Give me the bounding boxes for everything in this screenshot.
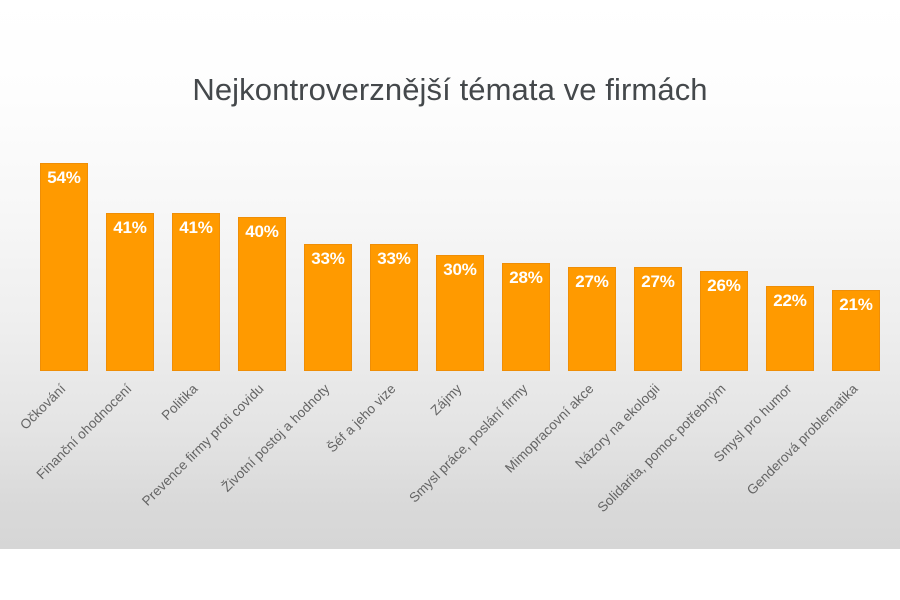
x-axis-label: Zájmy <box>427 381 465 418</box>
bar-slot: 28% <box>502 140 550 371</box>
bar-slot: 26% <box>700 140 748 371</box>
bar-value-label: 30% <box>443 260 477 279</box>
bar-slot: 54% <box>40 140 88 371</box>
bar[interactable]: 33% <box>304 244 352 371</box>
bar[interactable]: 21% <box>832 290 880 371</box>
x-axis-label: Smysl práce, poslání firmy <box>406 381 531 506</box>
x-axis-label: Životní postoj a hodnoty <box>218 381 333 495</box>
bar-value-label: 21% <box>839 295 873 314</box>
plot-area: 54% 41% 41% 40% 33% 33% 30% 28% 27% 27% 26% 22% 21% <box>40 140 880 371</box>
bar-value-label: 41% <box>179 218 213 237</box>
bar[interactable]: 22% <box>766 286 814 371</box>
bar[interactable]: 54% <box>40 163 88 371</box>
bar-value-label: 33% <box>377 249 411 268</box>
bar-value-label: 22% <box>773 291 807 310</box>
bar-value-label: 33% <box>311 249 345 268</box>
bar[interactable]: 27% <box>634 267 682 371</box>
bar-slot: 27% <box>634 140 682 371</box>
bar-slot: 41% <box>106 140 154 371</box>
bar-slot: 40% <box>238 140 286 371</box>
x-axis-label: Šéf a jeho vize <box>324 381 399 456</box>
x-axis-label: Genderová problematika <box>743 381 861 498</box>
bar[interactable]: 41% <box>106 213 154 371</box>
bar-slot: 22% <box>766 140 814 371</box>
chart-title: Nejkontroverznější témata ve firmách <box>192 72 708 107</box>
bar-slot: 27% <box>568 140 616 371</box>
bar-slot: 21% <box>832 140 880 371</box>
x-axis-label: Prevence firmy proti covidu <box>138 381 267 509</box>
bar[interactable]: 30% <box>436 255 484 371</box>
bar[interactable]: 27% <box>568 267 616 371</box>
x-axis-category-labels: Očkování Finanční ohodnocení Politika Preve… <box>17 373 880 548</box>
bar-slot: 41% <box>172 140 220 371</box>
x-axis-label: Solidarita, pomoc potřebným <box>594 381 729 516</box>
bar-slot: 30% <box>436 140 484 371</box>
bar[interactable]: 28% <box>502 263 550 371</box>
bar[interactable]: 33% <box>370 244 418 371</box>
bar-slot: 33% <box>304 140 352 371</box>
bar-value-label: 27% <box>641 272 675 291</box>
bar-value-label: 26% <box>707 276 741 295</box>
bar[interactable]: 41% <box>172 213 220 371</box>
bar-value-label: 41% <box>113 218 147 237</box>
bar-slot: 33% <box>370 140 418 371</box>
bar-value-label: 40% <box>245 222 279 241</box>
bar-value-label: 28% <box>509 268 543 287</box>
bar[interactable]: 26% <box>700 271 748 371</box>
bar[interactable]: 40% <box>238 217 286 371</box>
x-axis-label: Politika <box>158 381 201 423</box>
bar-value-label: 54% <box>47 168 81 187</box>
bar-value-label: 27% <box>575 272 609 291</box>
